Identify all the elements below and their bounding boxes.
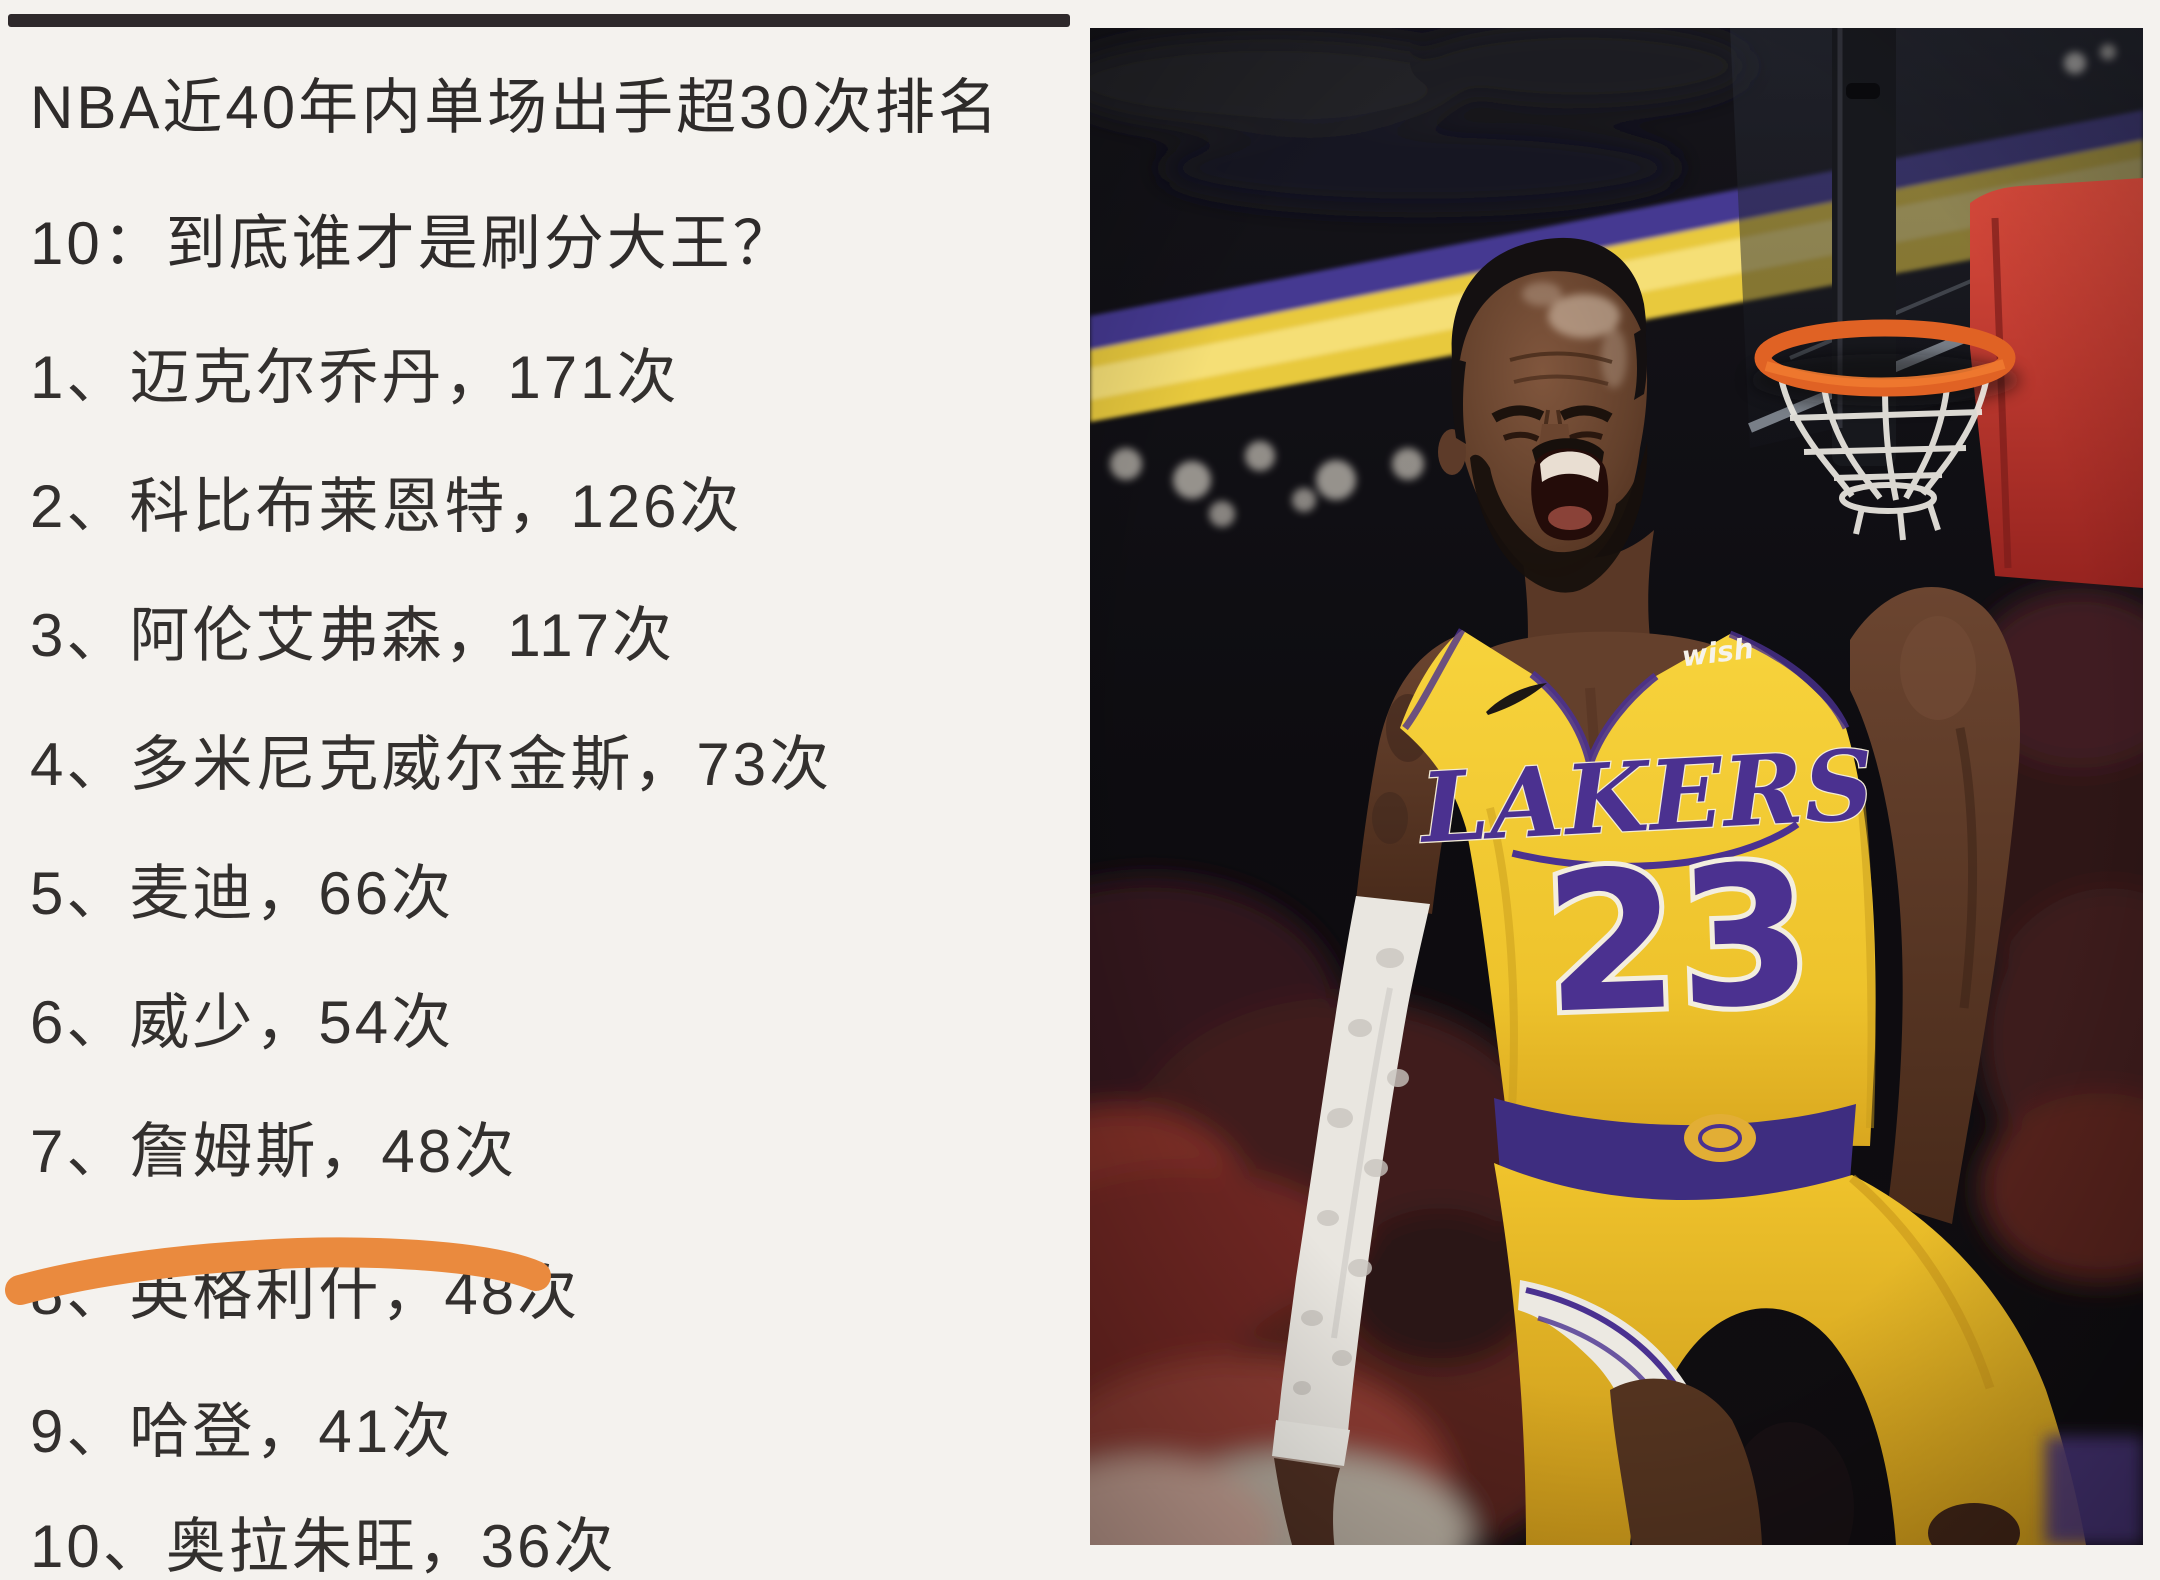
page-title-line2: 10：到底谁才是刷分大王？	[30, 210, 796, 277]
orange-marker-underline	[5, 1237, 551, 1305]
list-item-rank-4: 4、多米尼克威尔金斯，73次	[30, 731, 833, 798]
list-item-rank-3: 3、阿伦艾弗森，117次	[30, 602, 676, 669]
vignette	[1090, 28, 2143, 1545]
lebron-photo: wish LAKERS 23	[1090, 28, 2143, 1545]
list-item-rank-6: 6、威少，54次	[30, 989, 455, 1056]
list-item-rank-10: 10、奥拉朱旺，36次	[30, 1513, 617, 1580]
ranking-list-panel: NBA近40年内单场出手超30次排名 10：到底谁才是刷分大王？ 1、迈克尔乔丹…	[0, 0, 1090, 1579]
list-item-rank-7: 7、詹姆斯，48次	[30, 1118, 518, 1185]
list-item-rank-2: 2、科比布莱恩特，126次	[30, 473, 743, 540]
list-item-rank-1: 1、迈克尔乔丹，171次	[30, 344, 680, 411]
list-item-rank-9: 9、哈登，41次	[30, 1398, 455, 1465]
lebron-photo-art: wish LAKERS 23	[1090, 28, 2143, 1545]
list-item-rank-5: 5、麦迪，66次	[30, 860, 455, 927]
top-divider-bar	[8, 14, 1070, 27]
orange-marker-stroke	[5, 1237, 551, 1305]
page-title-line1: NBA近40年内单场出手超30次排名	[30, 74, 1001, 141]
